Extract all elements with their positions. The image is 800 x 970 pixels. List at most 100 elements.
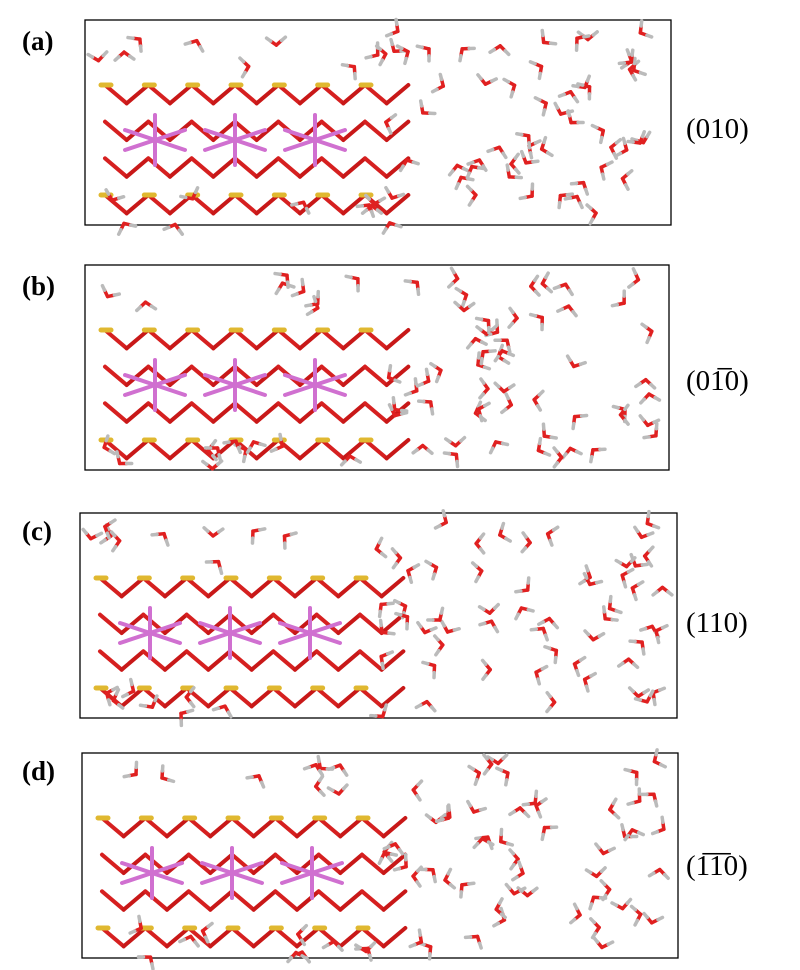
h-atom [476, 73, 483, 81]
surface-label: (01̅0) [686, 365, 749, 397]
h-atom [480, 658, 488, 667]
bond [165, 889, 191, 912]
h-atom [236, 445, 243, 455]
h-atom [518, 886, 527, 893]
bond [211, 401, 237, 424]
h-atom [611, 404, 620, 410]
h-atom [466, 160, 475, 166]
bond [208, 889, 234, 912]
h-atom [626, 567, 635, 574]
bond [283, 383, 317, 397]
h-atom [662, 872, 670, 880]
bond [211, 193, 237, 216]
h-atom [188, 686, 196, 694]
h-atom [317, 768, 325, 777]
h-atom [585, 203, 593, 211]
bond [341, 119, 367, 142]
bond [123, 383, 157, 397]
h-atom [640, 562, 650, 567]
bond [298, 401, 324, 424]
h-atom [193, 940, 200, 948]
h-atom [632, 592, 638, 602]
bond [313, 383, 347, 397]
h-atom [466, 799, 473, 808]
h-atom [104, 188, 111, 196]
bond [379, 612, 406, 635]
h-atom [381, 227, 388, 235]
h-atom [552, 622, 560, 630]
bond [141, 686, 167, 709]
bond [316, 852, 343, 875]
h-atom [109, 530, 117, 538]
bond [316, 816, 343, 839]
surface-label: (110) [686, 607, 748, 639]
bond [310, 871, 344, 885]
h-atom [290, 292, 299, 298]
bond [189, 119, 216, 142]
h-atom [421, 660, 430, 666]
bond [206, 576, 232, 599]
h-atom [186, 708, 195, 714]
h-atom [177, 228, 185, 236]
h-atom [588, 217, 595, 226]
bond [363, 156, 389, 179]
h-atom [479, 377, 486, 385]
h-atom [327, 765, 336, 772]
bond [341, 83, 367, 106]
h-atom [623, 767, 632, 773]
h-atom [377, 536, 384, 545]
bond [124, 438, 151, 461]
h-atom [488, 47, 497, 54]
h-atom [614, 609, 623, 615]
bond [211, 156, 237, 179]
h-atom [645, 336, 651, 345]
h-atom [599, 866, 607, 874]
h-atom [599, 879, 607, 887]
water [100, 266, 662, 471]
bond [363, 328, 389, 351]
h-atom [630, 48, 635, 57]
bond [319, 364, 346, 387]
bond [119, 649, 146, 672]
h-atom [264, 36, 273, 43]
bond [200, 861, 234, 875]
h-atom [545, 705, 552, 714]
bond [363, 364, 389, 387]
bond [338, 889, 364, 912]
bond [358, 576, 384, 599]
h-atom [506, 345, 512, 354]
h-atom [166, 778, 176, 784]
h-atom [591, 30, 599, 37]
h-atom [600, 172, 606, 181]
h-atom [629, 556, 637, 564]
h-atom [490, 324, 498, 332]
h-atom [432, 634, 440, 642]
h-atom [566, 109, 572, 118]
h-atom [466, 177, 475, 182]
h-atom [398, 164, 405, 173]
bond [276, 83, 302, 106]
bond [308, 631, 342, 645]
h-atom [114, 687, 121, 696]
h-atom [619, 63, 628, 70]
bond [293, 649, 319, 672]
bond [228, 576, 254, 599]
h-atom [241, 454, 247, 464]
h-atom [504, 392, 511, 401]
panel-label: (d) [22, 756, 55, 786]
bond [211, 83, 237, 106]
h-atom [614, 558, 623, 565]
bond [100, 852, 126, 875]
bond [363, 438, 389, 461]
h-atom [378, 618, 383, 628]
h-atom [623, 403, 630, 412]
h-atom [528, 312, 538, 318]
h-atom [137, 914, 142, 924]
bond [336, 612, 362, 635]
h-atom [545, 690, 552, 699]
h-atom [504, 536, 512, 543]
bond [308, 621, 342, 635]
bond [298, 438, 324, 461]
h-atom [135, 305, 143, 313]
h-atom [101, 50, 109, 58]
